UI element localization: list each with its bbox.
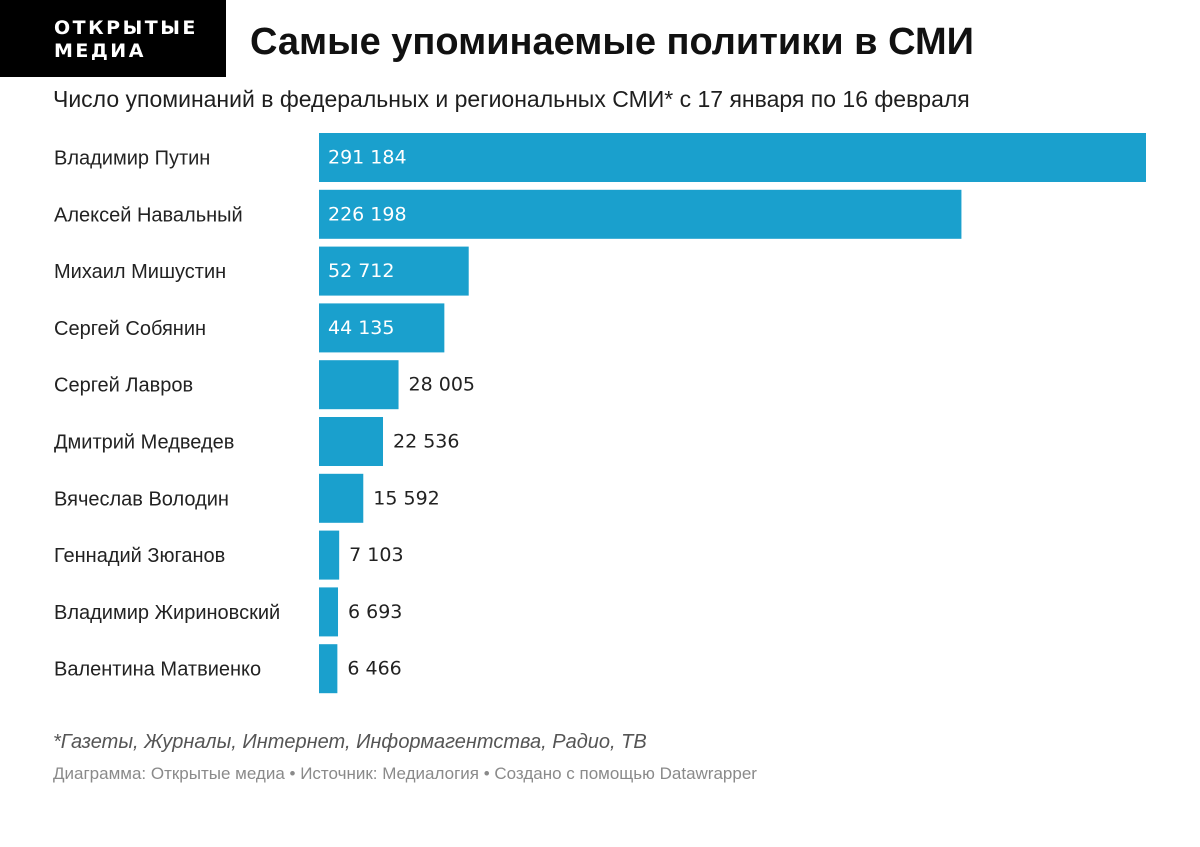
brand-logo-line1: ОТКРЫТЫЕ: [54, 17, 198, 39]
value-label: 44 135: [328, 317, 394, 339]
bar: [319, 644, 338, 694]
bar: [319, 303, 445, 353]
category-label: Владимир Путин: [54, 148, 210, 170]
brand-logo: ОТКРЫТЫЕ МЕДИА: [0, 0, 226, 77]
value-label: 15 592: [373, 487, 439, 509]
value-label: 226 198: [328, 203, 407, 225]
category-label: Геннадий Зюганов: [54, 545, 225, 567]
bar: [319, 189, 962, 239]
value-label: 291 184: [328, 147, 407, 169]
value-label: 28 005: [409, 374, 475, 396]
category-label: Дмитрий Медведев: [54, 432, 234, 454]
bar: [319, 530, 340, 580]
category-label: Валентина Матвиенко: [54, 659, 261, 681]
chart-credits: Диаграмма: Открытые медиа • Источник: Ме…: [53, 764, 757, 783]
bar: [319, 473, 364, 523]
value-label: 7 103: [349, 544, 403, 566]
bar-chart: Владимир Путин 291 184 Алексей Навальный 22…: [54, 133, 1146, 694]
bar: [319, 587, 339, 637]
bar: [319, 360, 399, 410]
chart-footnote: *Газеты, Журналы, Интернет, Информагентс…: [53, 731, 647, 753]
bar: [319, 246, 469, 296]
category-label: Михаил Мишустин: [54, 261, 226, 283]
category-label: Вячеслав Володин: [54, 488, 229, 510]
category-label: Сергей Собянин: [54, 318, 206, 340]
category-label: Сергей Лавров: [54, 375, 193, 397]
category-label: Алексей Навальный: [54, 204, 243, 226]
category-label: Владимир Жириновский: [54, 602, 280, 624]
bar: [319, 417, 384, 466]
brand-logo-line2: МЕДИА: [54, 40, 146, 62]
value-label: 6 466: [347, 658, 401, 680]
value-label: 22 536: [393, 431, 459, 453]
bar: [319, 133, 1146, 182]
value-label: 6 693: [348, 601, 402, 623]
chart-title: Самые упоминаемые политики в СМИ: [250, 21, 974, 63]
chart-subtitle: Число упоминаний в федеральных и региона…: [53, 86, 970, 112]
value-label: 52 712: [328, 260, 394, 282]
